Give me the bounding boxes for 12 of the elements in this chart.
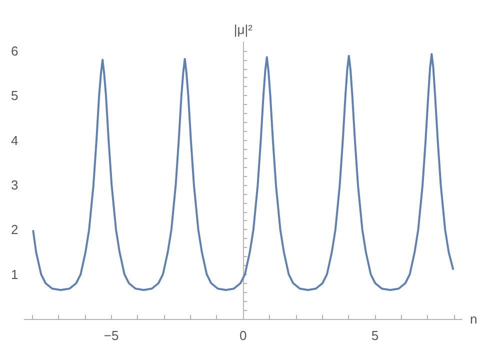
y-tick-label: 1 bbox=[10, 266, 18, 282]
y-tick-label: 4 bbox=[10, 132, 18, 148]
line-series bbox=[32, 53, 454, 291]
x-axis-title: n bbox=[470, 312, 478, 326]
x-tick-label: 0 bbox=[240, 328, 247, 343]
y-tick-label: 5 bbox=[10, 88, 18, 104]
y-axis-title: |μ|² bbox=[234, 22, 254, 37]
y-tick-label: 3 bbox=[10, 177, 18, 192]
x-tick-label: −5 bbox=[104, 328, 119, 343]
y-tick-label: 2 bbox=[10, 222, 18, 238]
y-tick-label: 6 bbox=[10, 43, 18, 58]
x-tick-label: 5 bbox=[371, 328, 379, 343]
